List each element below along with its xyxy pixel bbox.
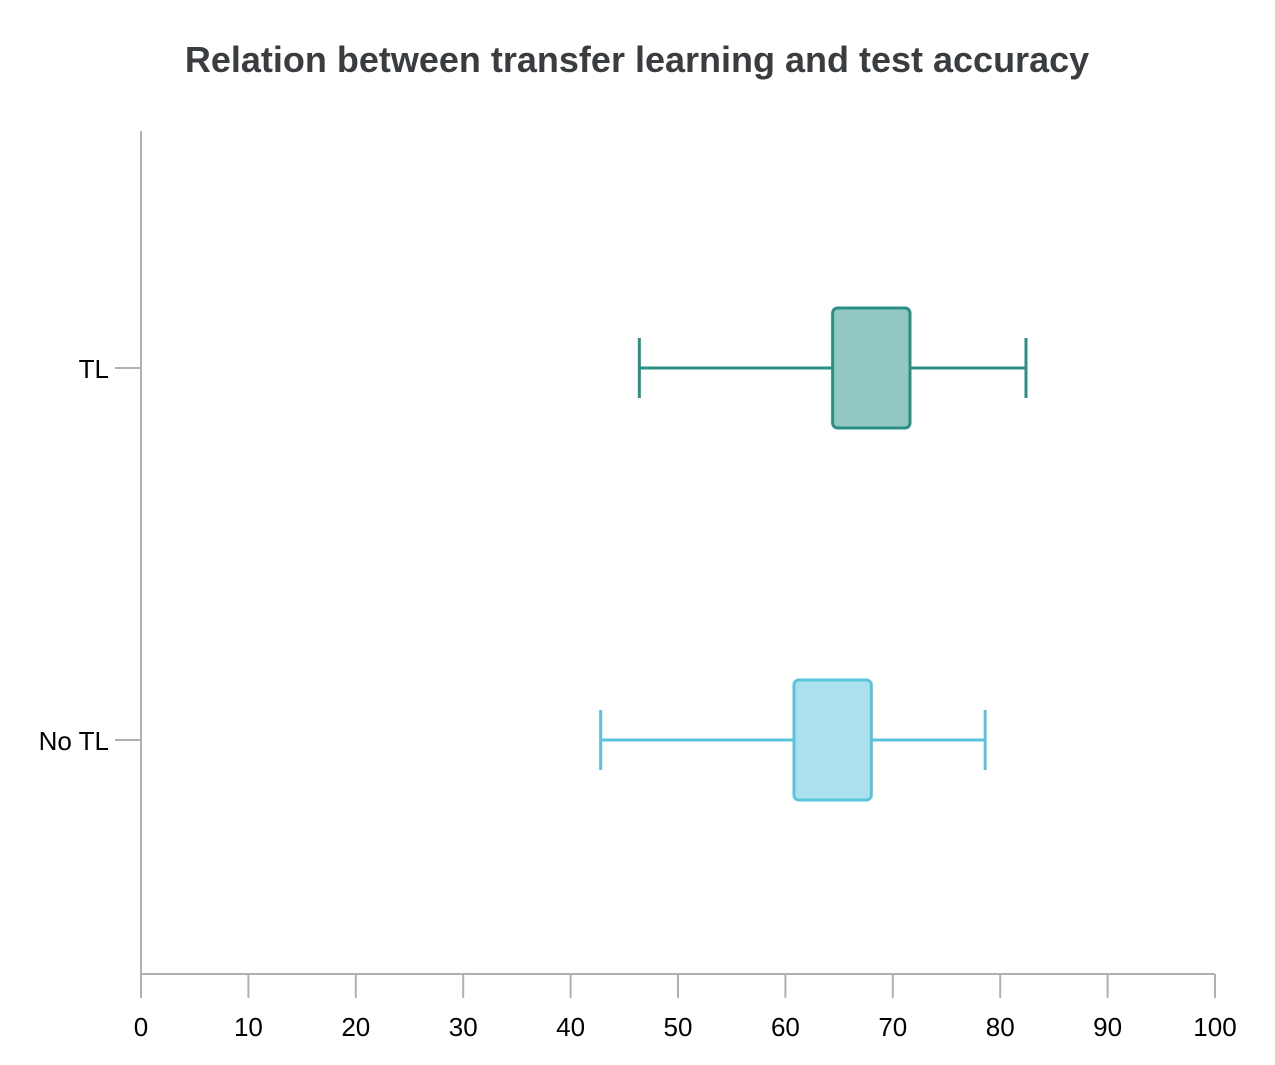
x-tick-label: 30 xyxy=(449,1012,478,1042)
box-tl xyxy=(637,306,1028,430)
x-tick-label: 0 xyxy=(134,1012,148,1042)
x-axis-ticks: 0 10 20 30 40 50 60 70 80 90 100 xyxy=(134,974,1237,1042)
x-tick-label: 20 xyxy=(341,1012,370,1042)
x-tick-label: 90 xyxy=(1093,1012,1122,1042)
box-no-tl xyxy=(599,678,987,802)
iqr-box xyxy=(792,678,873,802)
box-series xyxy=(599,306,1028,802)
x-tick-label: 70 xyxy=(878,1012,907,1042)
x-tick-label: 100 xyxy=(1193,1012,1236,1042)
chart-title: Relation between transfer learning and t… xyxy=(185,39,1089,80)
y-tick-label: No TL xyxy=(39,726,109,756)
x-tick-label: 10 xyxy=(234,1012,263,1042)
iqr-box xyxy=(831,306,912,430)
y-tick-label: TL xyxy=(79,354,109,384)
x-tick-label: 60 xyxy=(771,1012,800,1042)
x-tick-label: 50 xyxy=(664,1012,693,1042)
x-tick-label: 40 xyxy=(556,1012,585,1042)
y-axis-ticks: TL No TL xyxy=(39,354,141,756)
x-tick-label: 80 xyxy=(986,1012,1015,1042)
